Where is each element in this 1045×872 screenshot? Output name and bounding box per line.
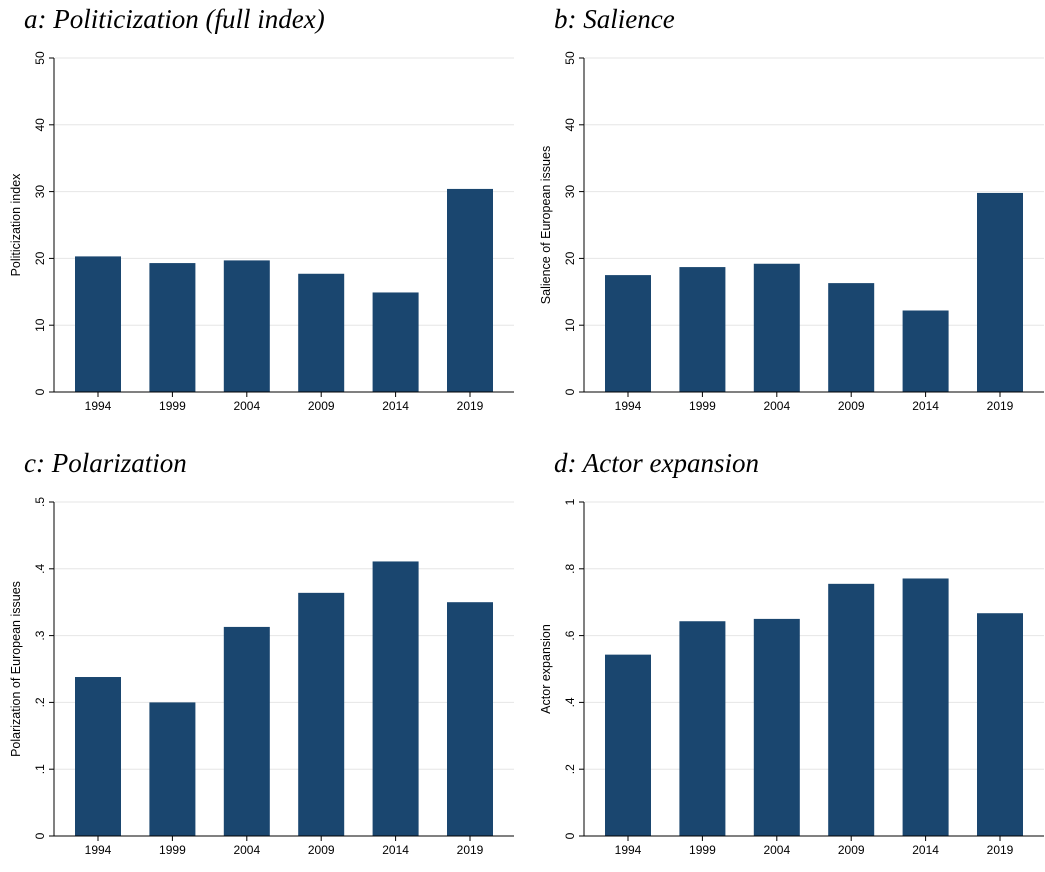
y-tick-label: 50 bbox=[563, 51, 577, 65]
x-tick-label: 2014 bbox=[912, 843, 939, 857]
bar-1999 bbox=[679, 267, 726, 392]
y-tick-label: 0 bbox=[563, 832, 577, 839]
x-tick-label: 2019 bbox=[457, 843, 484, 857]
bar-2004 bbox=[223, 260, 270, 392]
y-tick-label: 0 bbox=[33, 832, 47, 839]
bar-2014 bbox=[902, 310, 949, 392]
bar-1994 bbox=[605, 275, 651, 392]
panel-d: d: Actor expansion 0 .2 .4 .6 .8 1 1994 1999 200… bbox=[530, 444, 1045, 872]
bar-2009 bbox=[828, 283, 875, 392]
x-tick-label: 2009 bbox=[838, 843, 865, 857]
x-tick-label: 2004 bbox=[763, 843, 790, 857]
bar-2014 bbox=[902, 578, 949, 836]
panel-b: b: Salience 0 10 20 30 40 50 1994 1999 2004 2009 2… bbox=[530, 0, 1045, 428]
y-tick-label: 30 bbox=[563, 185, 577, 199]
bar-chart-d: 0 .2 .4 .6 .8 1 1994 1999 2004 2009 2014 2019 Actor … bbox=[539, 498, 1044, 857]
x-tick-label: 1999 bbox=[689, 843, 716, 857]
y-axis-label: Politicization index bbox=[9, 173, 23, 277]
bar-2019 bbox=[977, 613, 1023, 836]
y-tick-label: .2 bbox=[33, 697, 47, 707]
y-tick-label: .2 bbox=[563, 764, 577, 774]
bar-2014 bbox=[372, 561, 419, 836]
bar-2019 bbox=[447, 602, 493, 836]
bar-2004 bbox=[753, 618, 800, 836]
y-tick-label: 10 bbox=[563, 318, 577, 332]
x-tick-label: 2004 bbox=[233, 843, 260, 857]
x-tick-label: 2009 bbox=[308, 843, 335, 857]
panel-title: b: Salience bbox=[554, 4, 675, 34]
x-tick-label: 2009 bbox=[308, 399, 335, 413]
x-tick-label: 1999 bbox=[159, 399, 186, 413]
x-tick-label: 2004 bbox=[763, 399, 790, 413]
x-tick-label: 2004 bbox=[233, 399, 260, 413]
panel-c: c: Polarization 0 .1 .2 .3 .4 .5 1994 1999 2004 2… bbox=[0, 444, 520, 872]
x-tick-label: 1994 bbox=[615, 843, 642, 857]
x-tick-label: 1999 bbox=[159, 843, 186, 857]
bar-2009 bbox=[828, 583, 875, 836]
y-tick-label: .8 bbox=[563, 563, 577, 573]
y-tick-label: 40 bbox=[33, 118, 47, 132]
bar-chart-a: 0 10 20 30 40 50 1994 1999 2004 2009 2014 2019 Polit… bbox=[9, 51, 514, 413]
bar-1994 bbox=[605, 654, 651, 836]
y-tick-label: .3 bbox=[33, 630, 47, 640]
x-tick-label: 1994 bbox=[85, 843, 112, 857]
y-tick-label: .5 bbox=[33, 497, 47, 507]
panel-title: c: Polarization bbox=[24, 448, 187, 478]
bar-1999 bbox=[679, 621, 726, 836]
y-tick-label: 0 bbox=[33, 388, 47, 395]
y-tick-label: .4 bbox=[563, 697, 577, 707]
bar-1999 bbox=[149, 702, 196, 836]
y-tick-label: 0 bbox=[563, 388, 577, 395]
x-tick-label: 2019 bbox=[457, 399, 484, 413]
bar-2019 bbox=[977, 192, 1023, 392]
bar-2004 bbox=[753, 263, 800, 392]
x-tick-label: 2014 bbox=[912, 399, 939, 413]
bar-2019 bbox=[447, 188, 493, 392]
x-tick-label: 1999 bbox=[689, 399, 716, 413]
panel-title: a: Politicization (full index) bbox=[24, 4, 325, 34]
x-tick-label: 1994 bbox=[85, 399, 112, 413]
x-tick-label: 1994 bbox=[615, 399, 642, 413]
x-tick-label: 2009 bbox=[838, 399, 865, 413]
y-tick-label: 50 bbox=[33, 51, 47, 65]
y-tick-label: 1 bbox=[563, 498, 577, 505]
y-tick-label: 20 bbox=[563, 251, 577, 265]
y-axis-label: Polarization of European issues bbox=[9, 581, 23, 757]
y-tick-label: .1 bbox=[33, 764, 47, 774]
y-axis-label: Salience of European issues bbox=[539, 146, 553, 304]
bar-2004 bbox=[223, 626, 270, 836]
y-tick-label: 10 bbox=[33, 318, 47, 332]
x-tick-label: 2014 bbox=[382, 843, 409, 857]
x-tick-label: 2019 bbox=[987, 399, 1014, 413]
x-tick-label: 2019 bbox=[987, 843, 1014, 857]
bar-chart-c: 0 .1 .2 .3 .4 .5 1994 1999 2004 2009 2014 2019 Polar… bbox=[9, 497, 514, 857]
panel-title: d: Actor expansion bbox=[554, 448, 759, 478]
y-tick-label: .6 bbox=[563, 630, 577, 640]
y-tick-label: 20 bbox=[33, 251, 47, 265]
y-tick-label: .4 bbox=[33, 563, 47, 573]
bar-1994 bbox=[75, 677, 121, 836]
bar-chart-b: 0 10 20 30 40 50 1994 1999 2004 2009 2014 2019 Salie… bbox=[539, 51, 1044, 413]
y-tick-label: 40 bbox=[563, 118, 577, 132]
y-axis-label: Actor expansion bbox=[539, 624, 553, 714]
bar-2009 bbox=[298, 273, 345, 392]
x-tick-label: 2014 bbox=[382, 399, 409, 413]
bar-2014 bbox=[372, 292, 419, 392]
bar-2009 bbox=[298, 592, 345, 836]
panel-a: a: Politicization (full index) 0 10 20 30 40… bbox=[0, 0, 520, 428]
y-tick-label: 30 bbox=[33, 185, 47, 199]
bar-1994 bbox=[75, 256, 121, 392]
bar-1999 bbox=[149, 263, 196, 392]
